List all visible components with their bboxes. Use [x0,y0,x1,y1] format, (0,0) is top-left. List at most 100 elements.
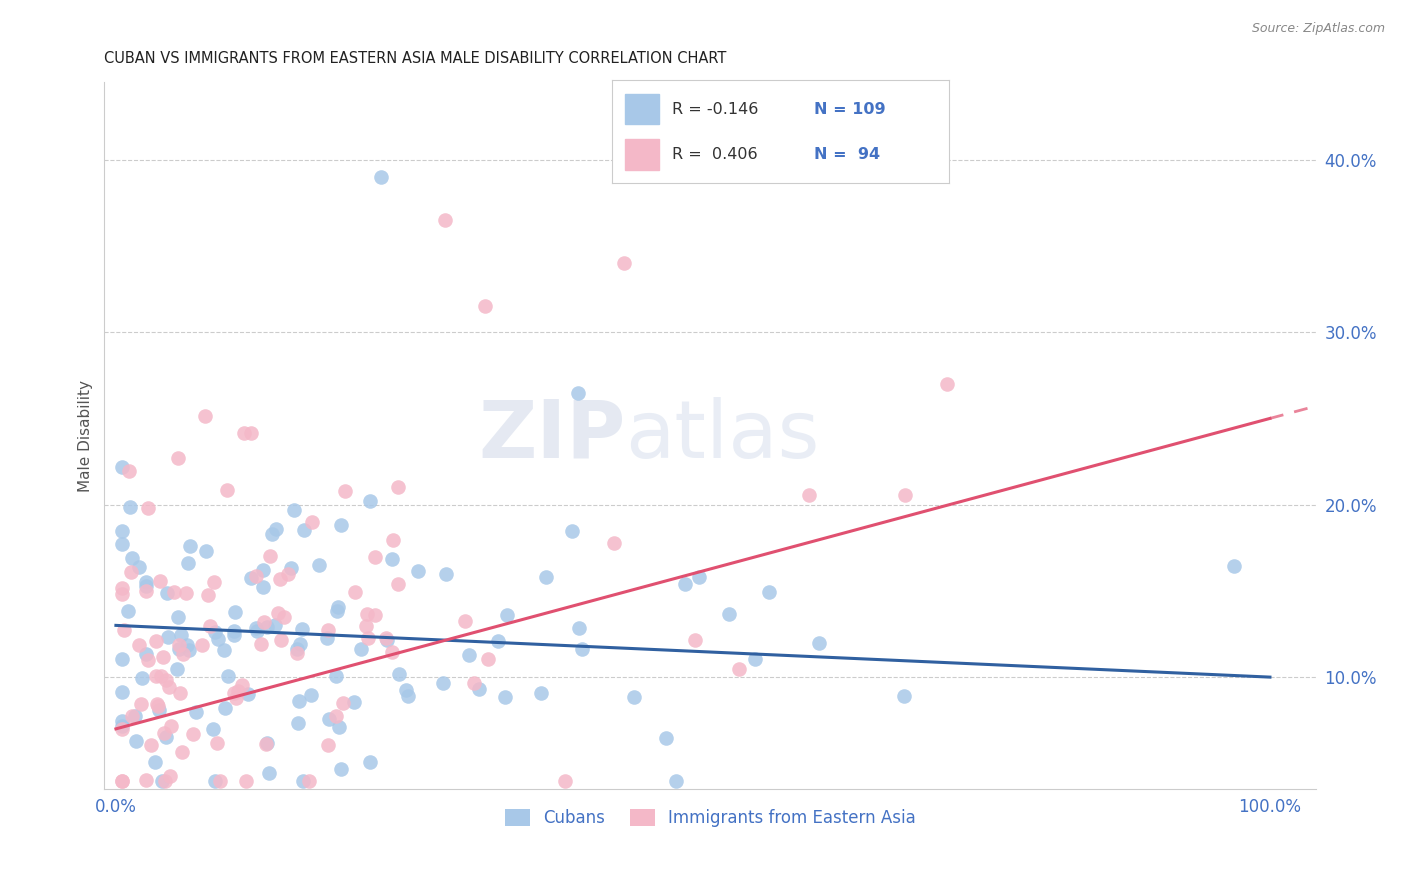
Point [176,586,198,600]
Point [170,627,193,641]
Point [328,720,350,734]
Legend: Cubans, Immigrants from Eastern Asia: Cubans, Immigrants from Eastern Asia [498,803,922,834]
Point [215,483,238,498]
Point [169,638,191,652]
Point [135,773,157,788]
Point [169,685,191,699]
Point [807,636,830,650]
Point [222,624,245,638]
Point [728,662,751,676]
Point [406,564,429,578]
Point [387,479,409,493]
Point [675,577,697,591]
Point [291,773,314,788]
Point [111,651,134,665]
Point [155,673,177,687]
Point [277,566,299,581]
Point [155,773,177,788]
Point [111,722,134,736]
Point [655,731,678,745]
Point [167,450,190,465]
Point [118,464,141,478]
Point [325,669,347,683]
Point [364,608,387,623]
Point [167,610,190,624]
Point [534,570,557,584]
Point [111,524,134,539]
Point [496,608,519,623]
Point [315,631,337,645]
Point [343,695,366,709]
Point [326,599,349,614]
Point [299,688,322,702]
Point [150,773,173,788]
Point [325,709,347,723]
Point [568,621,591,635]
Point [236,687,259,701]
Point [316,623,339,637]
Point [571,642,593,657]
Point [395,683,418,698]
Point [125,734,148,748]
Point [111,536,134,550]
Point [432,675,454,690]
Point [893,488,915,502]
Point [145,698,167,712]
Point [143,755,166,769]
Point [287,646,309,660]
Point [799,488,821,502]
Point [486,633,509,648]
Point [111,684,134,698]
Point [214,700,236,714]
Point [292,523,315,537]
Point [288,637,311,651]
Point [256,620,278,634]
Point [148,703,170,717]
Point [128,559,150,574]
Point [329,763,352,777]
Point [308,558,330,573]
Point [235,773,257,788]
Point [364,550,387,565]
Point [380,551,402,566]
Point [145,668,167,682]
Point [263,617,285,632]
Point [202,574,225,589]
Point [117,604,139,618]
Point [157,681,180,695]
Point [136,653,159,667]
Point [316,738,339,752]
Point [273,609,295,624]
Point [245,621,267,635]
Point [359,494,381,508]
Point [245,569,267,583]
Point [463,676,485,690]
Point [111,460,134,475]
Point [177,557,200,571]
Point [257,766,280,780]
Point [270,632,292,647]
Point [155,730,177,744]
Point [159,769,181,783]
Point [603,536,626,550]
Point [252,563,274,577]
Point [623,690,645,704]
Point [156,585,179,599]
Point [111,773,134,788]
Point [301,516,323,530]
Point [172,647,194,661]
Point [224,606,246,620]
Point [112,623,135,637]
Point [222,628,245,642]
Point [195,544,218,558]
Text: Source: ZipAtlas.com: Source: ZipAtlas.com [1251,22,1385,36]
Point [758,584,780,599]
Point [256,736,278,750]
Point [374,631,396,645]
Point [224,690,246,705]
Point [163,584,186,599]
Point [176,639,198,653]
Point [222,685,245,699]
Point [396,689,419,703]
Point [665,773,688,788]
